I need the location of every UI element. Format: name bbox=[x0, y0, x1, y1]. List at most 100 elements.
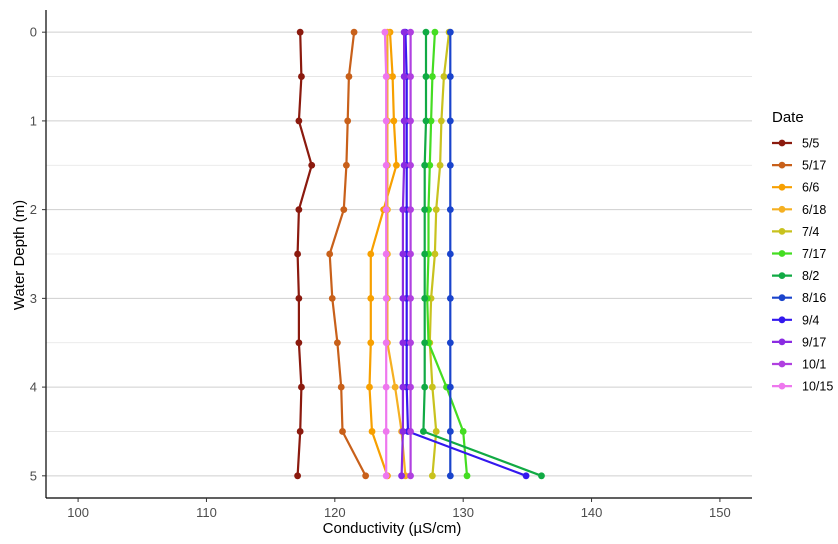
legend-label: 8/2 bbox=[802, 269, 819, 283]
legend: 5/5 5/17 6/6 6/18 7/4 7/17 8/2 8/16 9/4 9/17 10/1 1… bbox=[772, 137, 833, 394]
y-tick-label: 4 bbox=[30, 380, 37, 395]
data-point bbox=[294, 472, 301, 480]
x-tick-label: 150 bbox=[709, 505, 731, 520]
data-point bbox=[398, 472, 405, 480]
legend-swatch-point bbox=[778, 161, 786, 169]
data-point bbox=[422, 28, 430, 36]
series-9-17 bbox=[398, 28, 408, 480]
series-8-2 bbox=[419, 28, 545, 480]
legend-swatch-point bbox=[778, 228, 786, 235]
data-point bbox=[421, 206, 429, 214]
data-point bbox=[368, 428, 376, 435]
data-point bbox=[407, 28, 414, 36]
legend-swatch-point bbox=[778, 294, 786, 302]
data-point bbox=[421, 339, 429, 347]
data-point bbox=[463, 472, 471, 480]
data-point bbox=[446, 117, 454, 125]
data-point bbox=[446, 250, 454, 258]
legend-swatch-point bbox=[778, 316, 786, 324]
data-point bbox=[298, 383, 305, 391]
data-point bbox=[367, 339, 375, 347]
data-point bbox=[446, 206, 454, 214]
data-point bbox=[382, 472, 390, 480]
data-point bbox=[446, 161, 454, 169]
data-point bbox=[421, 161, 429, 169]
data-point bbox=[422, 117, 430, 125]
x-tick-label: 120 bbox=[324, 505, 346, 520]
legend-swatch-point bbox=[778, 139, 786, 147]
data-point bbox=[382, 428, 390, 435]
data-point bbox=[400, 117, 408, 125]
data-point bbox=[367, 294, 375, 302]
data-point bbox=[308, 161, 316, 169]
data-point bbox=[431, 28, 439, 36]
data-point bbox=[421, 250, 429, 258]
data-point bbox=[400, 28, 408, 36]
data-point bbox=[399, 294, 407, 302]
data-point bbox=[437, 117, 445, 125]
legend-title: Date bbox=[772, 109, 804, 126]
data-point bbox=[342, 161, 350, 169]
legend-label: 10/1 bbox=[802, 358, 826, 372]
legend-item-8-16: 8/16 bbox=[772, 291, 826, 305]
data-point bbox=[446, 294, 454, 302]
legend-swatch-point bbox=[778, 382, 786, 390]
legend-swatch-point bbox=[778, 360, 786, 368]
gridlines bbox=[46, 31, 752, 477]
data-point bbox=[446, 28, 454, 36]
data-point bbox=[366, 383, 373, 391]
data-point bbox=[407, 472, 414, 480]
data-point bbox=[432, 206, 440, 214]
data-point bbox=[390, 117, 398, 125]
data-point bbox=[344, 117, 352, 125]
legend-label: 9/17 bbox=[802, 335, 826, 349]
legend-label: 7/17 bbox=[802, 247, 826, 261]
data-point bbox=[407, 161, 414, 169]
data-point bbox=[446, 472, 454, 480]
y-tick-label: 0 bbox=[30, 25, 37, 40]
x-tick-label: 110 bbox=[196, 505, 217, 520]
legend-swatch-point bbox=[778, 338, 786, 346]
data-point bbox=[367, 250, 375, 258]
data-series bbox=[294, 28, 545, 480]
data-point bbox=[393, 161, 400, 169]
data-point bbox=[339, 428, 346, 435]
data-point bbox=[436, 161, 444, 169]
data-point bbox=[399, 428, 407, 435]
data-point bbox=[421, 383, 429, 391]
data-point bbox=[382, 73, 390, 80]
y-tick-label: 2 bbox=[30, 202, 37, 217]
data-point bbox=[382, 161, 390, 169]
legend-label: 10/15 bbox=[802, 380, 833, 394]
data-point bbox=[382, 117, 390, 125]
data-point bbox=[389, 73, 396, 80]
data-point bbox=[345, 73, 353, 80]
data-point bbox=[522, 472, 530, 480]
data-point bbox=[294, 250, 301, 258]
data-point bbox=[407, 383, 414, 391]
axes: 0 1 2 3 4 5 100 110 120 130 140 150 bbox=[30, 10, 752, 520]
data-point bbox=[407, 428, 414, 435]
x-tick-label: 130 bbox=[452, 505, 474, 520]
series-5-5 bbox=[294, 28, 316, 480]
data-point bbox=[295, 206, 303, 214]
legend-item-10-1: 10/1 bbox=[772, 358, 826, 372]
legend-label: 9/4 bbox=[802, 313, 819, 327]
data-point bbox=[407, 294, 414, 302]
legend-item-7-17: 7/17 bbox=[772, 247, 826, 261]
series-10-15 bbox=[381, 28, 390, 480]
data-point bbox=[382, 206, 390, 214]
data-point bbox=[419, 428, 427, 435]
series-5-17 bbox=[326, 28, 370, 480]
data-point bbox=[428, 472, 436, 480]
data-point bbox=[296, 428, 304, 435]
legend-item-5-5: 5/5 bbox=[772, 137, 819, 151]
data-point bbox=[400, 73, 408, 80]
data-point bbox=[298, 73, 305, 80]
data-point bbox=[446, 73, 454, 80]
legend-item-9-4: 9/4 bbox=[772, 313, 819, 327]
legend-label: 7/4 bbox=[802, 225, 819, 239]
data-point bbox=[382, 250, 390, 258]
